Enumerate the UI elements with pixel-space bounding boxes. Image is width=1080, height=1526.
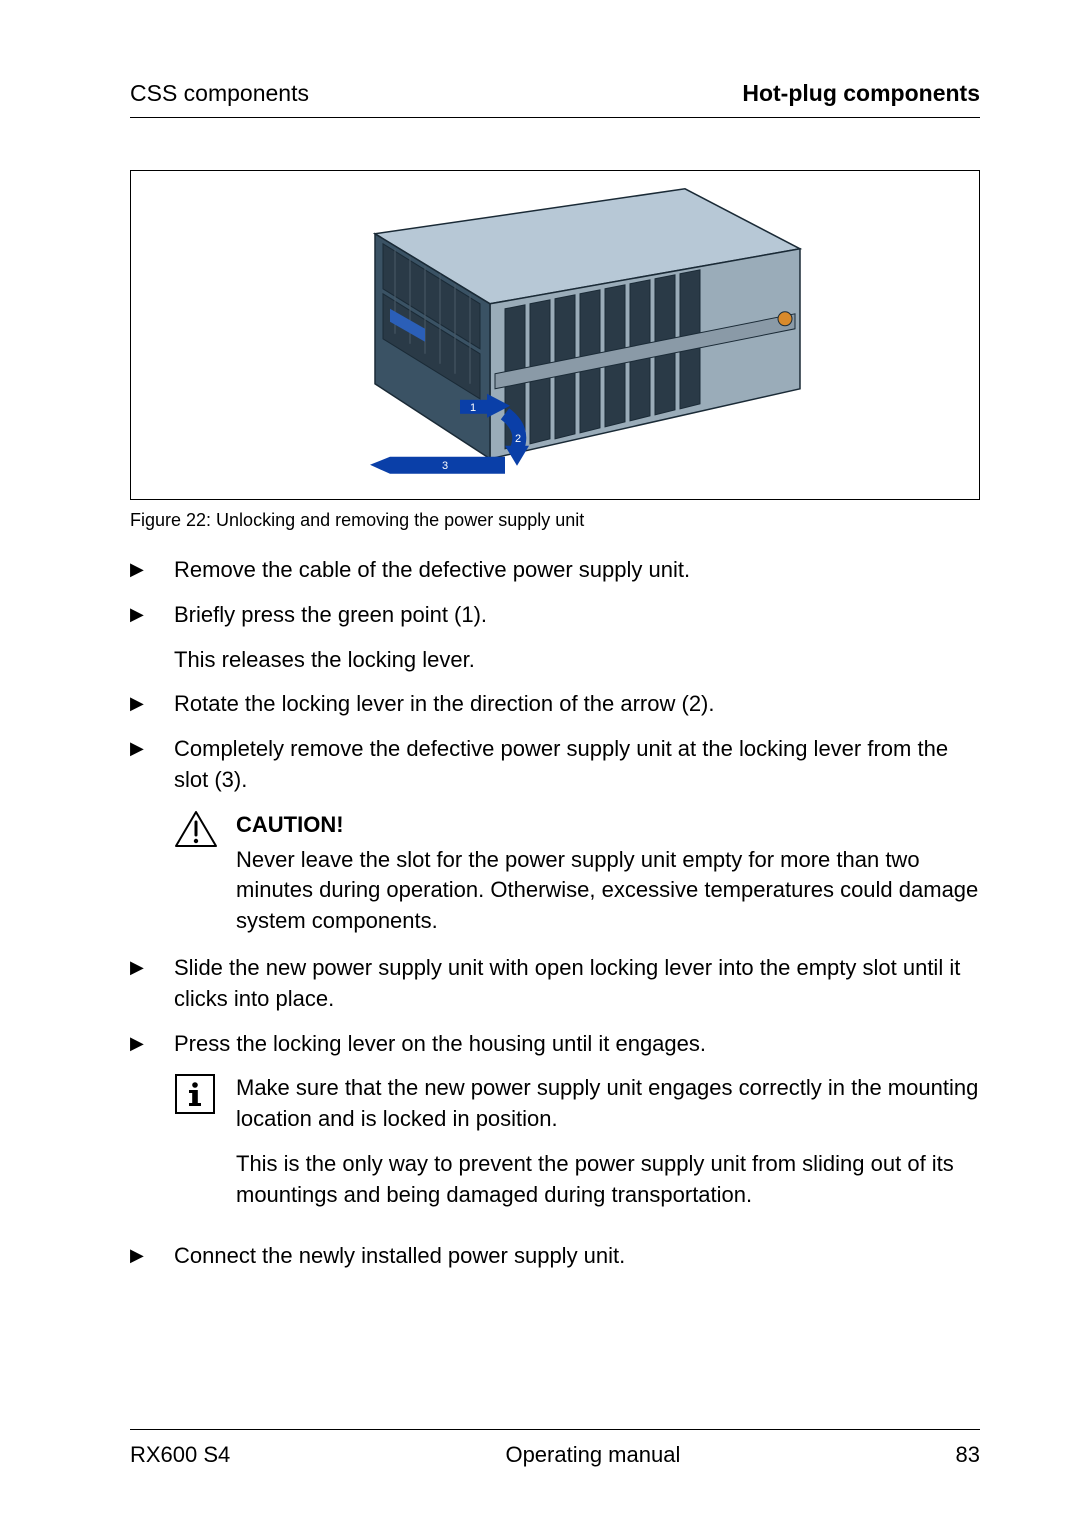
step-text: Remove the cable of the defective power …: [174, 555, 980, 586]
step-item: ▶ Briefly press the green point (1).: [130, 600, 980, 631]
header-left: CSS components: [130, 80, 309, 107]
caution-icon: [174, 810, 222, 855]
step-marker-icon: ▶: [130, 953, 174, 980]
step-marker-icon: ▶: [130, 1241, 174, 1268]
step-marker-icon: ▶: [130, 600, 174, 627]
footer-left: RX600 S4: [130, 1442, 230, 1468]
step-marker-icon: ▶: [130, 1029, 174, 1056]
callout-1: 1: [470, 402, 476, 414]
callout-2: 2: [515, 433, 521, 445]
info-callout: Make sure that the new power supply unit…: [174, 1073, 980, 1224]
figure-caption: Figure 22: Unlocking and removing the po…: [130, 510, 980, 531]
info-icon: [174, 1073, 222, 1120]
step-marker-icon: ▶: [130, 734, 174, 761]
step-text: Completely remove the defective power su…: [174, 734, 980, 796]
caution-title: CAUTION!: [236, 810, 980, 841]
step-item: ▶ Press the locking lever on the housing…: [130, 1029, 980, 1060]
page-header: CSS components Hot-plug components: [130, 80, 980, 107]
callout-3: 3: [442, 460, 448, 472]
step-item: ▶ Slide the new power supply unit with o…: [130, 953, 980, 1015]
step-marker-icon: ▶: [130, 689, 174, 716]
step-text: Press the locking lever on the housing u…: [174, 1029, 980, 1060]
step-item: ▶ Rotate the locking lever in the direct…: [130, 689, 980, 720]
step-item: ▶ Connect the newly installed power supp…: [130, 1241, 980, 1272]
step-text: Connect the newly installed power supply…: [174, 1241, 980, 1272]
step-item: ▶ Completely remove the defective power …: [130, 734, 980, 796]
figure-box: 1 2 3: [130, 170, 980, 500]
header-right: Hot-plug components: [742, 80, 980, 107]
server-illustration: 1 2 3: [295, 174, 815, 484]
footer-center: Operating manual: [505, 1442, 680, 1468]
info-paragraph: This is the only way to prevent the powe…: [236, 1149, 980, 1211]
header-rule: [130, 117, 980, 118]
step-item: ▶ Remove the cable of the defective powe…: [130, 555, 980, 586]
footer-rule: [130, 1429, 980, 1430]
step-text: Briefly press the green point (1).: [174, 600, 980, 631]
step-text: Rotate the locking lever in the directio…: [174, 689, 980, 720]
info-paragraph: Make sure that the new power supply unit…: [236, 1073, 980, 1135]
caution-body: Never leave the slot for the power suppl…: [236, 845, 980, 937]
page-footer: RX600 S4 Operating manual 83: [130, 1442, 980, 1468]
step-text: Slide the new power supply unit with ope…: [174, 953, 980, 1015]
footer-right: 83: [956, 1442, 980, 1468]
step-marker-icon: ▶: [130, 555, 174, 582]
caution-callout: CAUTION! Never leave the slot for the po…: [174, 810, 980, 937]
step-subtext: This releases the locking lever.: [174, 645, 980, 676]
